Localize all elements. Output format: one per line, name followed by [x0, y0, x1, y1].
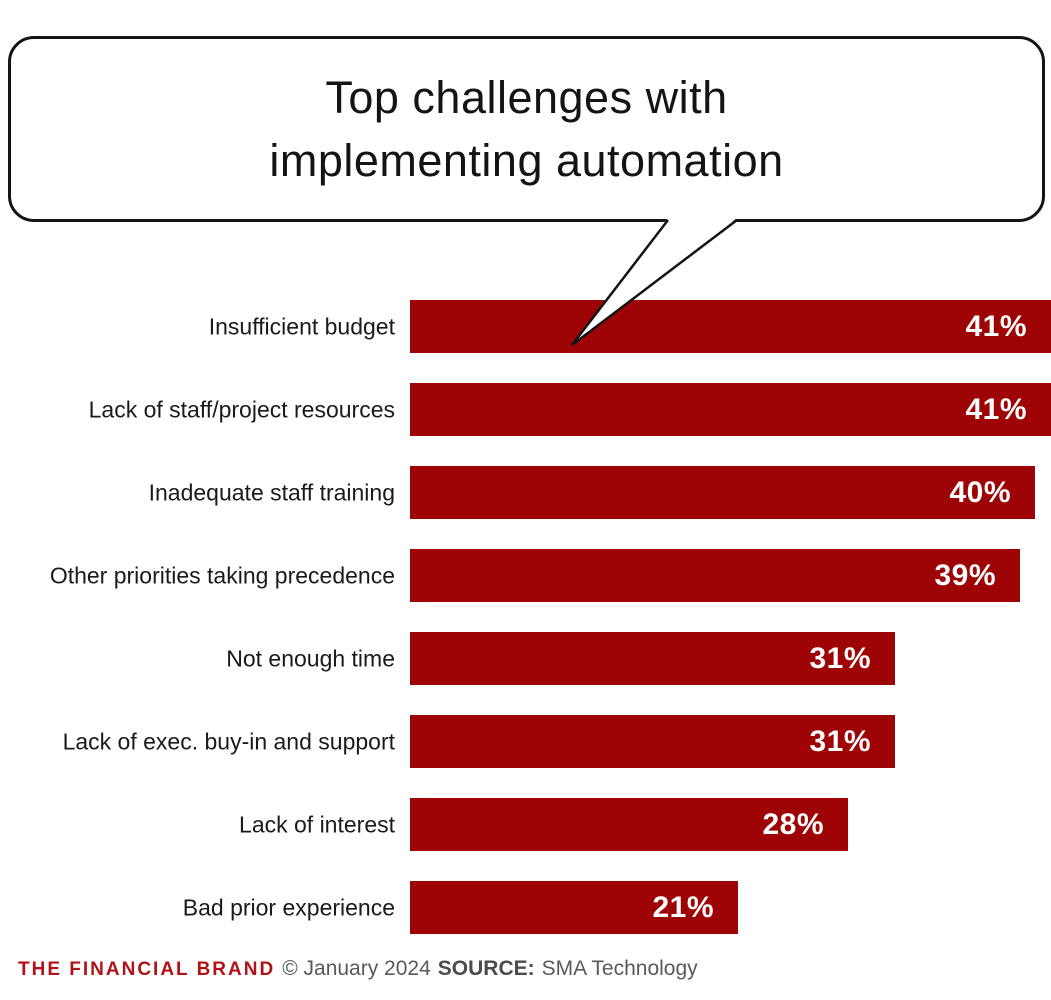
value-label: 40% [949, 475, 1011, 509]
title-bubble: Top challenges with implementing automat… [8, 36, 1045, 222]
value-label: 31% [809, 641, 871, 675]
category-label: Insufficient budget [208, 313, 395, 339]
bar: 40% [410, 466, 1035, 519]
bar: 31% [410, 715, 895, 768]
bar-row: Inadequate staff training 40% [0, 466, 1051, 519]
category-label: Lack of interest [239, 811, 395, 837]
bar-row: Other priorities taking precedence 39% [0, 549, 1051, 602]
bar: 41% [410, 383, 1051, 436]
value-label: 41% [965, 309, 1027, 343]
category-label: Bad prior experience [182, 894, 395, 920]
value-label: 21% [652, 890, 714, 924]
value-label: 39% [934, 558, 996, 592]
value-label: 41% [965, 392, 1027, 426]
value-label: 28% [762, 807, 824, 841]
bar-row: Not enough time 31% [0, 632, 1051, 685]
bar-rows: Insufficient budget 41% Lack of staff/proj… [0, 300, 1051, 964]
bar-row: Insufficient budget 41% [0, 300, 1051, 353]
bar-row: Lack of interest 28% [0, 798, 1051, 851]
chart-title: Top challenges with implementing automat… [269, 72, 784, 186]
category-label: Inadequate staff training [148, 479, 395, 505]
source-value: SMA Technology [541, 957, 698, 980]
bar-row: Lack of staff/project resources 41% [0, 383, 1051, 436]
brand-logo: THE FINANCIAL BRAND [18, 959, 276, 980]
footer: THE FINANCIAL BRAND © January 2024 SOURC… [18, 957, 698, 981]
bar: 21% [410, 881, 738, 934]
value-label: 31% [809, 724, 871, 758]
bar-row: Lack of exec. buy-in and support 31% [0, 715, 1051, 768]
bar-row: Bad prior experience 21% [0, 881, 1051, 934]
category-label: Lack of exec. buy-in and support [62, 728, 395, 754]
category-label: Other priorities taking precedence [49, 562, 395, 588]
bubble-tail [571, 218, 738, 346]
bar: 39% [410, 549, 1020, 602]
source-label: SOURCE: [437, 957, 535, 980]
bar: 41% [410, 300, 1051, 353]
copyright-text: © January 2024 [282, 957, 431, 980]
bar: 28% [410, 798, 848, 851]
bubble-tail-outline [571, 219, 738, 346]
category-label: Not enough time [226, 645, 395, 671]
category-label: Lack of staff/project resources [88, 396, 395, 422]
bar: 31% [410, 632, 895, 685]
